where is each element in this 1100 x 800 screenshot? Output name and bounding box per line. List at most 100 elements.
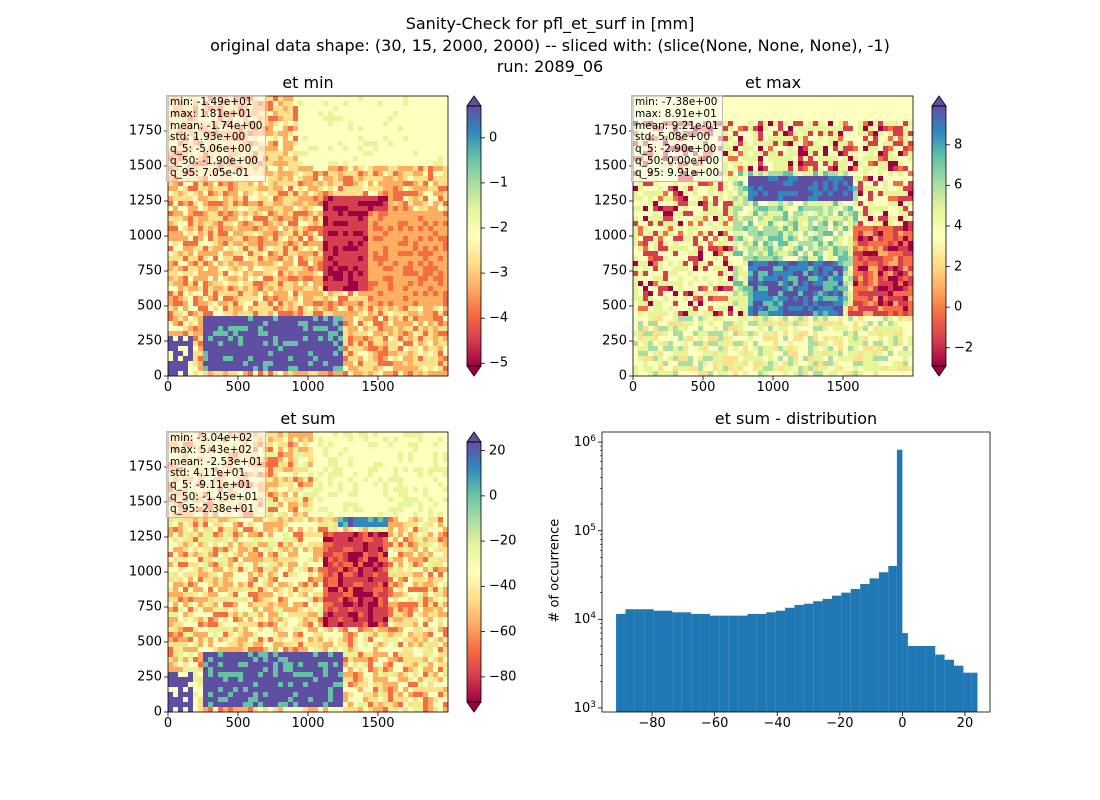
y-tick-label: 1750 — [128, 459, 162, 475]
histogram-bar — [896, 449, 903, 712]
histogram-bar — [756, 613, 767, 712]
stat-line: q_5: -9.11e+01 — [170, 479, 252, 492]
colorbar-tick-label: −80 — [489, 669, 517, 685]
et-sum-stats-box: min: -3.04e+02 max: 5.43e+02 mean: -2.53e+… — [166, 431, 267, 518]
histogram-bar — [841, 592, 851, 712]
x-tick-label: −60 — [700, 716, 729, 731]
stat-line: max: 5.43e+02 — [170, 443, 252, 456]
x-tick-label: 0 — [163, 716, 173, 731]
histogram-bar — [803, 603, 814, 712]
y-tick-label: 103 — [573, 699, 596, 717]
x-tick-label: 500 — [225, 380, 251, 395]
x-tick-label: 0 — [163, 380, 173, 395]
colorbar-tick-label: −2 — [489, 220, 509, 236]
y-tick-label: 106 — [573, 433, 596, 451]
colorbar-tick-label: 8 — [954, 137, 963, 153]
histogram-bar — [813, 601, 823, 712]
y-tick-label: 1500 — [128, 494, 162, 510]
x-tick-label: −20 — [826, 716, 854, 731]
y-tick-label: 1000 — [128, 228, 162, 244]
et-max-colorbar — [931, 95, 950, 377]
x-tick-label: 1000 — [756, 380, 790, 395]
y-tick-label: 1250 — [593, 193, 627, 209]
colorbar-tick-label: −1 — [489, 175, 509, 191]
histogram-bar — [738, 615, 748, 712]
stat-line: q_50: -1.90e+00 — [170, 154, 258, 167]
et-max-title: et max — [744, 73, 802, 92]
x-tick-label: 20 — [956, 716, 974, 731]
stat-line: std: 1.93e+00 — [170, 131, 246, 144]
colorbar-tick-label: −60 — [489, 624, 517, 640]
colorbar-tick-label: 20 — [489, 443, 506, 459]
histogram-chart — [598, 431, 991, 716]
histogram-bar — [625, 609, 635, 712]
colorbar-tick-label: 6 — [954, 177, 963, 193]
et-min-stats-box: min: -1.49e+01 max: 1.81e+01 mean: -1.74e+… — [166, 95, 267, 182]
colorbar-tick-label: −4 — [489, 310, 509, 326]
y-tick-label: 750 — [137, 263, 162, 279]
colorbar-tick-label: −40 — [489, 578, 517, 594]
stat-line: q_50: -1.45e+01 — [170, 490, 258, 503]
histogram-bar — [691, 613, 701, 712]
y-tick-label: 250 — [602, 333, 627, 349]
colorbar-extend-bottom — [467, 366, 481, 376]
x-tick-label: 500 — [225, 716, 251, 731]
histogram-bar — [700, 613, 710, 712]
histogram-bar — [822, 598, 832, 712]
colorbar-tick-label: 0 — [489, 130, 498, 146]
histogram-bar — [925, 646, 936, 712]
stat-line: min: -3.04e+02 — [170, 432, 253, 444]
stat-line: mean: -2.53e+01 — [170, 455, 263, 468]
y-tick-label: 1750 — [128, 123, 162, 139]
colorbar-gradient — [467, 106, 481, 366]
x-tick-label: 1500 — [826, 380, 860, 395]
y-tick-label: 1250 — [128, 529, 162, 545]
histogram-bar — [944, 659, 955, 712]
y-tick-label: 1500 — [593, 158, 627, 174]
stat-line: max: 8.91e+01 — [635, 107, 717, 120]
et-sum-title: et sum — [280, 409, 336, 428]
stat-line: min: -7.38e+00 — [635, 96, 718, 108]
histogram-title: et sum - distribution — [714, 409, 878, 428]
x-tick-label: 0 — [628, 380, 638, 395]
histogram-bar — [775, 610, 786, 712]
histogram-bar — [831, 595, 842, 712]
y-tick-label: 250 — [137, 669, 162, 685]
colorbar-gradient — [467, 442, 481, 702]
stat-line: std: 5.08e+00 — [635, 131, 711, 144]
histogram-bar — [794, 605, 804, 712]
figure-title: Sanity-Check for pfl_et_surf in [mm] — [405, 14, 695, 33]
colorbar-extend-bottom — [467, 702, 481, 712]
histogram-bar — [663, 610, 673, 712]
histogram-bar — [888, 565, 897, 712]
histogram-bar — [935, 654, 945, 712]
y-tick-label: 1000 — [128, 564, 162, 580]
y-tick-label: 0 — [618, 368, 627, 384]
histogram-bar — [709, 615, 720, 712]
colorbar-tick-label: −5 — [489, 355, 509, 371]
histogram-bar — [644, 609, 654, 712]
y-tick-label: 500 — [602, 298, 627, 314]
colorbar-tick-label: 0 — [489, 488, 498, 504]
histogram-bar — [963, 672, 972, 712]
stat-line: q_95: 2.38e+01 — [170, 502, 255, 515]
histogram-bar — [869, 578, 879, 712]
stat-line: q_5: -5.06e+00 — [170, 143, 252, 156]
x-tick-label: 1000 — [291, 380, 325, 395]
histogram-bar — [954, 665, 964, 712]
colorbar-extend-top — [932, 96, 946, 106]
histogram-bar — [902, 633, 908, 712]
y-tick-label: 1250 — [128, 193, 162, 209]
figure-run-label: run: 2089_06 — [496, 57, 604, 76]
figure-subtitle: original data shape: (30, 15, 2000, 2000… — [210, 36, 890, 55]
colorbar-tick-label: 0 — [954, 299, 963, 315]
colorbar-extend-bottom — [932, 366, 946, 376]
histogram-bar — [719, 615, 729, 712]
histogram-bar — [785, 607, 795, 712]
histogram-bar — [634, 609, 645, 712]
colorbar-extend-top — [467, 432, 481, 442]
y-tick-label: 0 — [153, 704, 162, 720]
histogram-bar — [766, 612, 776, 712]
y-tick-label: 250 — [137, 333, 162, 349]
stat-line: max: 1.81e+01 — [170, 107, 252, 120]
